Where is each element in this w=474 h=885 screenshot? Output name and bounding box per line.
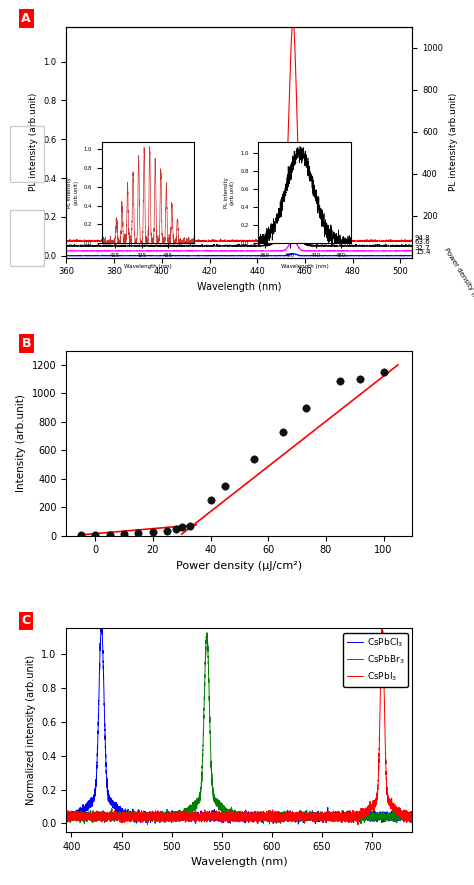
CsPbCl$_3$	[320, 810, 326, 820]
Point	[221, 479, 229, 493]
CsPbBr$_3$	[81, 811, 87, 821]
Point	[120, 527, 128, 542]
CsPbI$_3$	[81, 814, 87, 825]
X-axis label: Wavelength (nm): Wavelength (nm)	[191, 858, 288, 867]
CsPbBr$_3$	[410, 813, 415, 824]
CsPbBr$_3$	[338, 809, 344, 820]
CsPbI$_3$	[355, 820, 361, 830]
CsPbCl$_3$	[295, 819, 301, 829]
Text: 63.6: 63.6	[415, 240, 430, 245]
CsPbCl$_3$	[338, 812, 344, 823]
CsPbCl$_3$	[283, 811, 289, 821]
X-axis label: Wavelength (nm): Wavelength (nm)	[197, 282, 282, 292]
CsPbCl$_3$	[99, 619, 104, 629]
Line: CsPbBr$_3$: CsPbBr$_3$	[66, 633, 412, 825]
Point	[380, 365, 387, 379]
CsPbBr$_3$	[189, 800, 194, 811]
CsPbI$_3$	[320, 813, 326, 824]
CsPbCl$_3$	[64, 809, 69, 820]
CsPbCl$_3$	[189, 812, 194, 822]
CsPbBr$_3$	[268, 807, 274, 818]
Y-axis label: Normalized intensity (arb.unit): Normalized intensity (arb.unit)	[26, 655, 36, 805]
X-axis label: Power density (μJ/cm²): Power density (μJ/cm²)	[176, 561, 302, 571]
CsPbI$_3$	[410, 813, 415, 824]
Point	[164, 524, 171, 538]
Point	[356, 372, 364, 386]
CsPbCl$_3$	[410, 812, 415, 823]
CsPbI$_3$	[189, 812, 194, 822]
CsPbBr$_3$	[145, 820, 150, 830]
Point	[91, 528, 99, 543]
Point	[187, 519, 194, 534]
CsPbI$_3$	[283, 811, 289, 821]
Bar	[10, 211, 45, 266]
Y-axis label: PL intensity
(arb.unit): PL intensity (arb.unit)	[67, 177, 78, 208]
X-axis label: Wavelength (nm): Wavelength (nm)	[281, 264, 328, 269]
Point	[135, 527, 142, 541]
Legend: CsPbCl$_3$, CsPbBr$_3$, CsPbI$_3$: CsPbCl$_3$, CsPbBr$_3$, CsPbI$_3$	[343, 633, 408, 687]
CsPbI$_3$	[379, 622, 385, 633]
Text: 15.4: 15.4	[415, 250, 430, 255]
Y-axis label: Intensity (arb.unit): Intensity (arb.unit)	[17, 394, 27, 492]
Line: CsPbI$_3$: CsPbI$_3$	[66, 627, 412, 825]
CsPbBr$_3$	[64, 809, 69, 820]
Text: 32.7: 32.7	[415, 244, 430, 250]
Text: 94.8: 94.8	[415, 235, 430, 241]
X-axis label: Wavelength (nm): Wavelength (nm)	[124, 264, 172, 269]
Point	[302, 400, 310, 414]
Line: CsPbCl$_3$: CsPbCl$_3$	[66, 624, 412, 824]
CsPbI$_3$	[64, 812, 69, 822]
CsPbI$_3$	[268, 812, 274, 822]
Text: A: A	[21, 12, 31, 25]
Point	[77, 528, 84, 543]
Y-axis label: PL intensity (arb.unit): PL intensity (arb.unit)	[29, 93, 38, 191]
CsPbBr$_3$	[283, 812, 289, 822]
Point	[337, 373, 344, 388]
Point	[250, 451, 257, 466]
Y-axis label: PL intensity (arb.unit): PL intensity (arb.unit)	[449, 93, 458, 191]
Point	[207, 493, 214, 507]
Text: C: C	[21, 614, 30, 627]
Bar	[10, 127, 45, 181]
CsPbBr$_3$	[320, 811, 326, 821]
CsPbCl$_3$	[268, 812, 274, 822]
Point	[172, 522, 180, 536]
Point	[279, 426, 286, 440]
Text: Power density (μJ/cm²): Power density (μJ/cm²)	[443, 246, 474, 317]
Point	[178, 520, 185, 535]
Point	[106, 527, 113, 542]
Y-axis label: PL intensity
(arb.unit): PL intensity (arb.unit)	[224, 177, 235, 208]
CsPbBr$_3$	[204, 627, 210, 638]
Text: B: B	[21, 337, 31, 350]
CsPbCl$_3$	[81, 804, 87, 814]
Point	[149, 526, 156, 540]
CsPbI$_3$	[338, 812, 344, 823]
